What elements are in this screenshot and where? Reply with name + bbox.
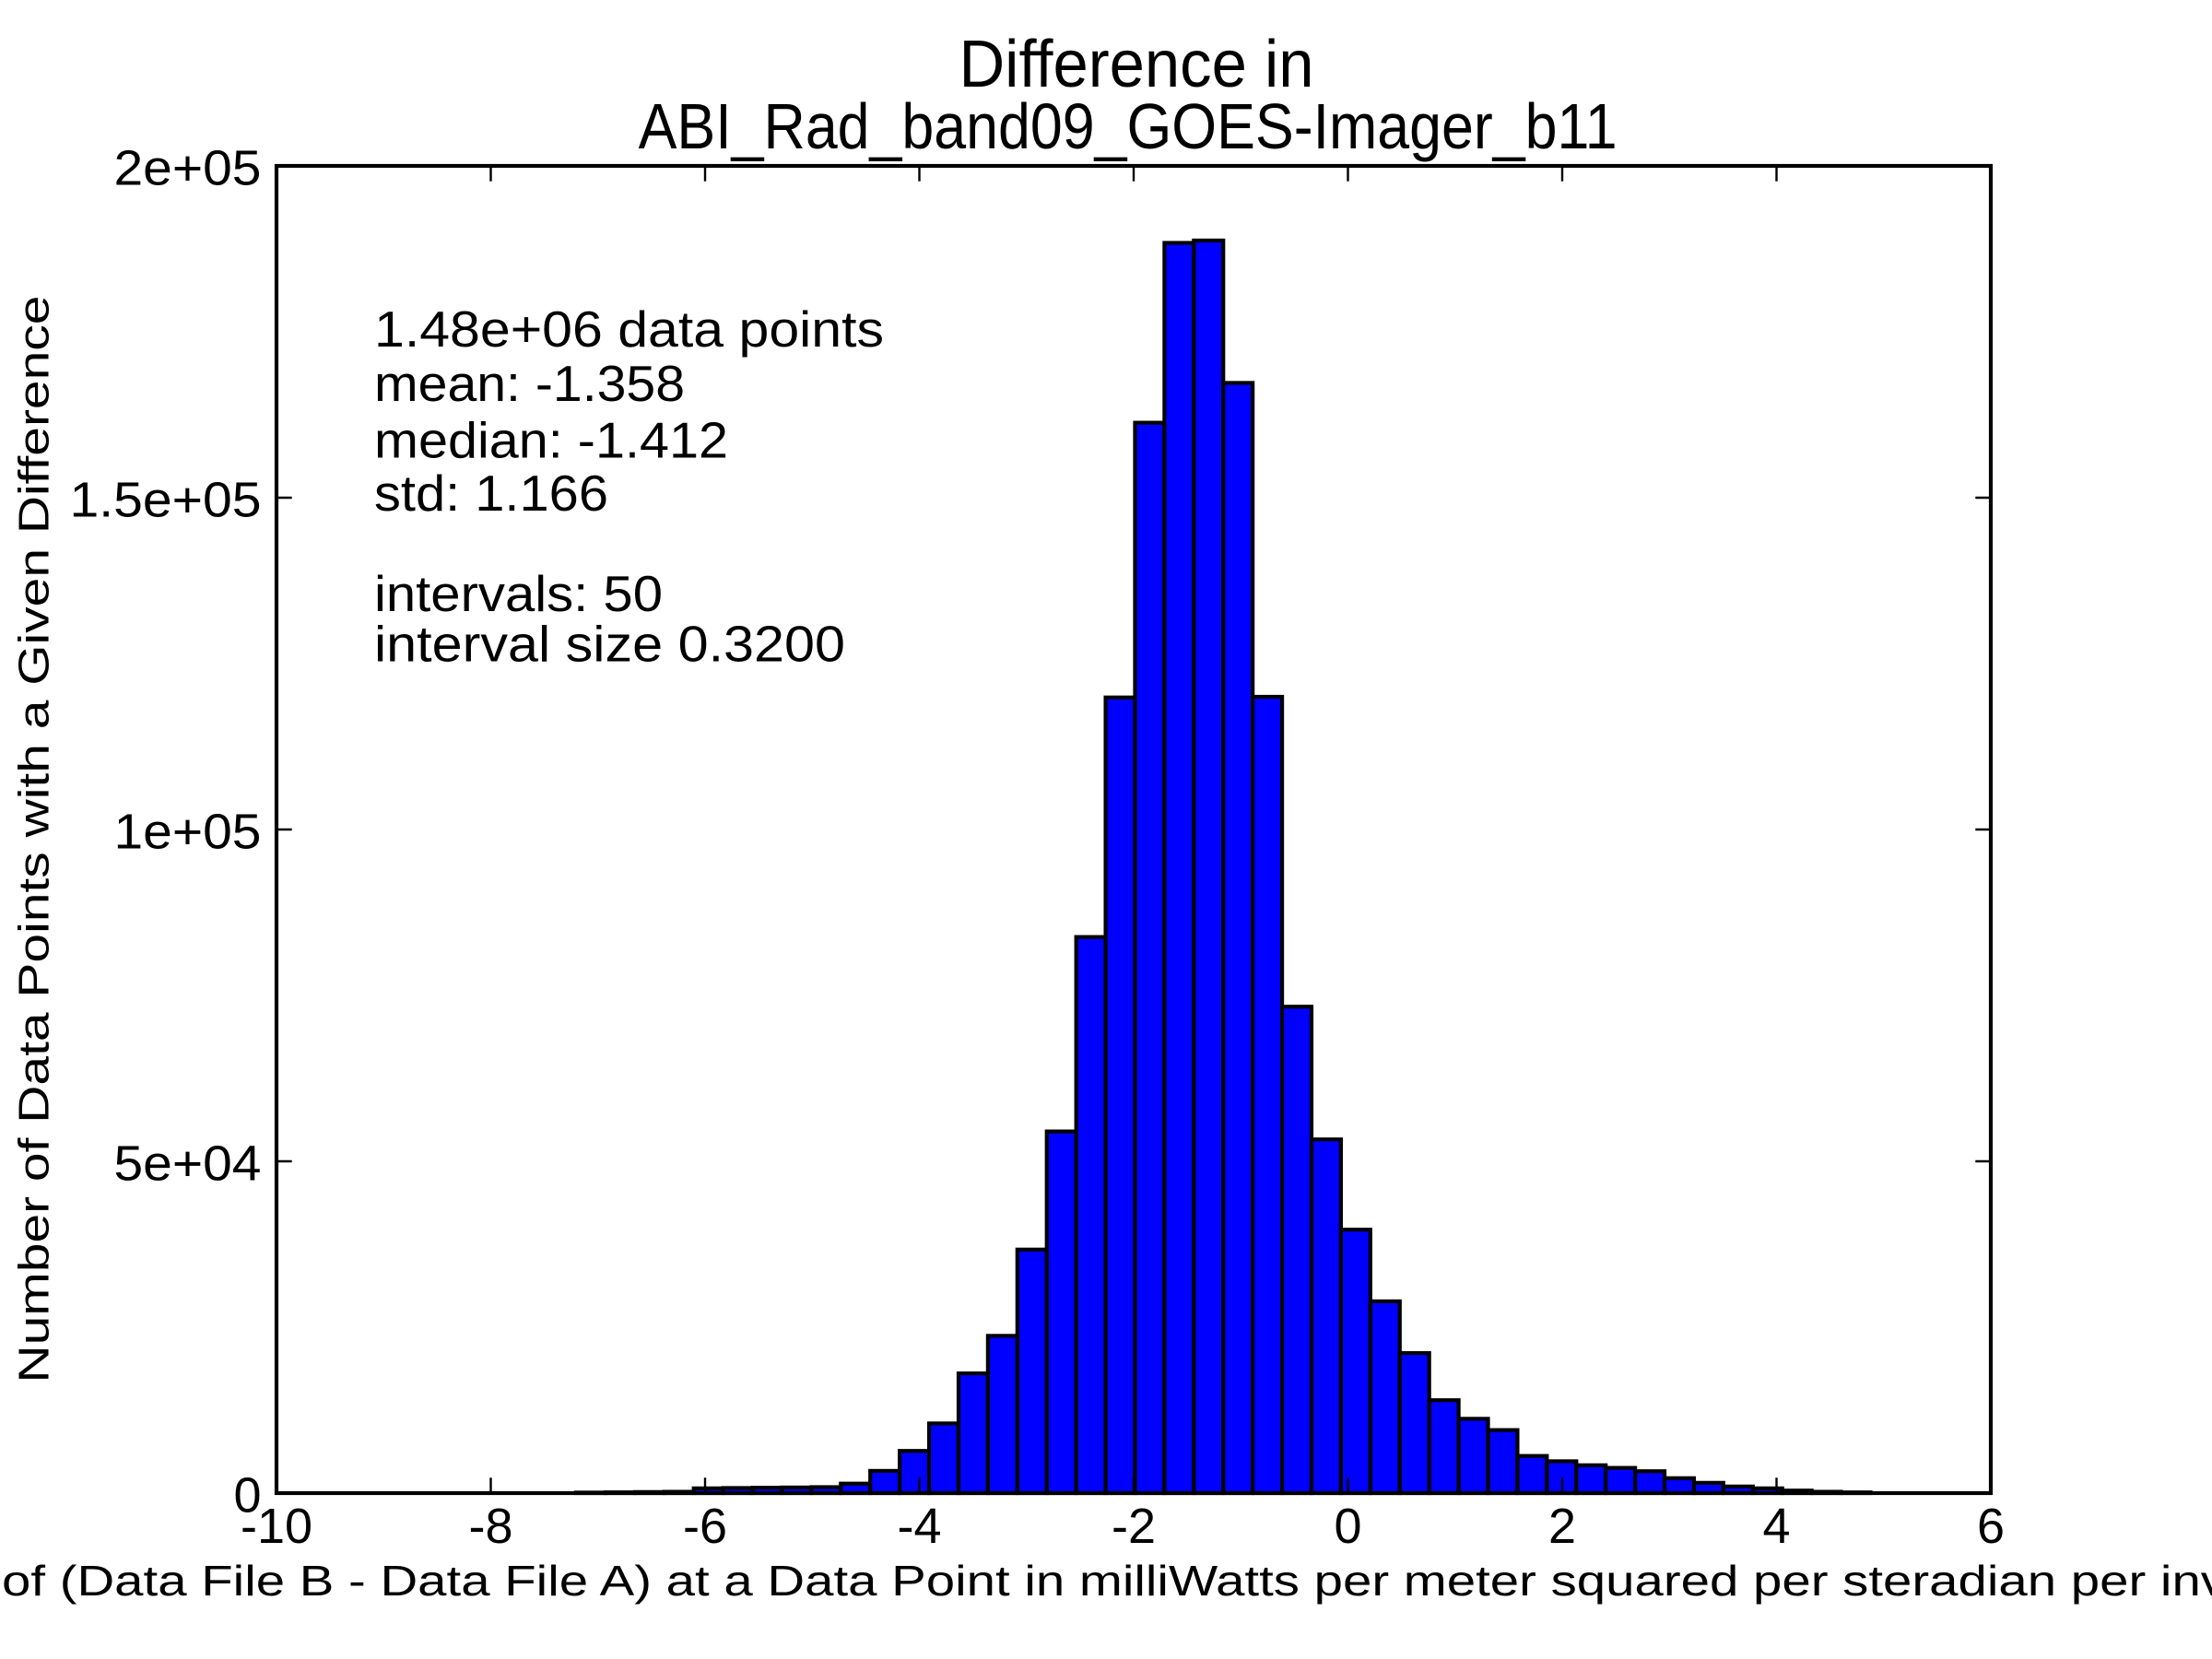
svg-text:median: -1.412: median: -1.412 [374,412,728,469]
svg-text:mean: -1.358: mean: -1.358 [374,355,685,412]
svg-text:4: 4 [1762,1499,1790,1554]
svg-text:5e+04: 5e+04 [114,1136,262,1192]
svg-text:Difference in: Difference in [959,28,1314,101]
svg-text:of (Data File B - Data File A): of (Data File B - Data File A) at a Data… [2,1557,2212,1605]
svg-text:interval size 0.3200: interval size 0.3200 [374,616,845,673]
svg-text:1.5e+05: 1.5e+05 [70,473,262,528]
svg-text:2: 2 [1548,1499,1576,1554]
svg-text:-6: -6 [683,1499,727,1554]
svg-text:-4: -4 [897,1499,941,1554]
svg-text:std: 1.166: std: 1.166 [374,465,608,522]
svg-text:-2: -2 [1112,1499,1156,1554]
svg-text:0: 0 [1334,1499,1361,1554]
svg-text:-8: -8 [468,1499,512,1554]
svg-text:ABI_Rad_band09_GOES-Imager_b11: ABI_Rad_band09_GOES-Imager_b11 [639,90,1618,162]
svg-text:1.48e+06 data points: 1.48e+06 data points [374,300,884,358]
svg-text:2e+05: 2e+05 [114,141,262,196]
svg-text:-10: -10 [241,1499,312,1554]
svg-text:6: 6 [1977,1499,2005,1554]
svg-text:1e+05: 1e+05 [114,805,262,860]
svg-text:0: 0 [233,1468,261,1524]
svg-text:Number of Data Points with a G: Number of Data Points with a Given Diffe… [10,296,58,1383]
svg-text:intervals: 50: intervals: 50 [374,565,663,622]
